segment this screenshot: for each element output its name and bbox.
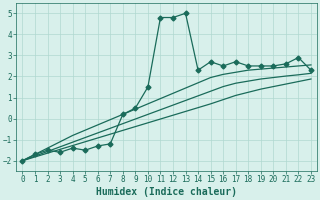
X-axis label: Humidex (Indice chaleur): Humidex (Indice chaleur) [96, 187, 237, 197]
